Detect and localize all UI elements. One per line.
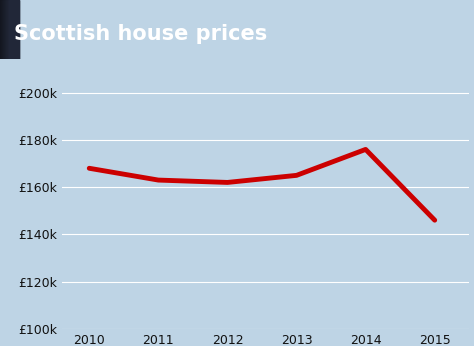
Bar	[9, 0, 19, 59]
Bar	[2, 0, 11, 59]
Bar	[1, 0, 11, 59]
Bar	[9, 0, 18, 59]
Bar	[1, 0, 11, 59]
Bar	[3, 0, 12, 59]
Bar	[8, 0, 17, 59]
Text: Scottish house prices: Scottish house prices	[14, 24, 267, 44]
Bar	[0, 0, 9, 59]
Bar	[3, 0, 12, 59]
Bar	[6, 0, 16, 59]
Bar	[7, 0, 16, 59]
Bar	[2, 0, 11, 59]
Bar	[5, 0, 14, 59]
Bar	[7, 0, 16, 59]
Bar	[3, 0, 13, 59]
Bar	[9, 0, 18, 59]
Bar	[2, 0, 12, 59]
Bar	[7, 0, 17, 59]
Bar	[8, 0, 17, 59]
Bar	[7, 0, 17, 59]
Bar	[7, 0, 16, 59]
Bar	[3, 0, 12, 59]
Bar	[4, 0, 13, 59]
Bar	[2, 0, 12, 59]
Bar	[4, 0, 13, 59]
Bar	[2, 0, 11, 59]
Bar	[8, 0, 18, 59]
Bar	[1, 0, 10, 59]
Bar	[6, 0, 15, 59]
Bar	[5, 0, 15, 59]
Bar	[5, 0, 14, 59]
Bar	[4, 0, 14, 59]
Bar	[5, 0, 15, 59]
Bar	[9, 0, 18, 59]
Bar	[0, 0, 9, 59]
Bar	[0, 0, 10, 59]
Bar	[1, 0, 10, 59]
Bar	[9, 0, 18, 59]
Bar	[9, 0, 18, 59]
Bar	[4, 0, 14, 59]
Bar	[6, 0, 15, 59]
Bar	[3, 0, 13, 59]
Bar	[5, 0, 14, 59]
Bar	[8, 0, 17, 59]
Bar	[4, 0, 13, 59]
Bar	[6, 0, 15, 59]
Bar	[0, 0, 10, 59]
Bar	[1, 0, 10, 59]
Bar	[8, 0, 18, 59]
Bar	[6, 0, 16, 59]
